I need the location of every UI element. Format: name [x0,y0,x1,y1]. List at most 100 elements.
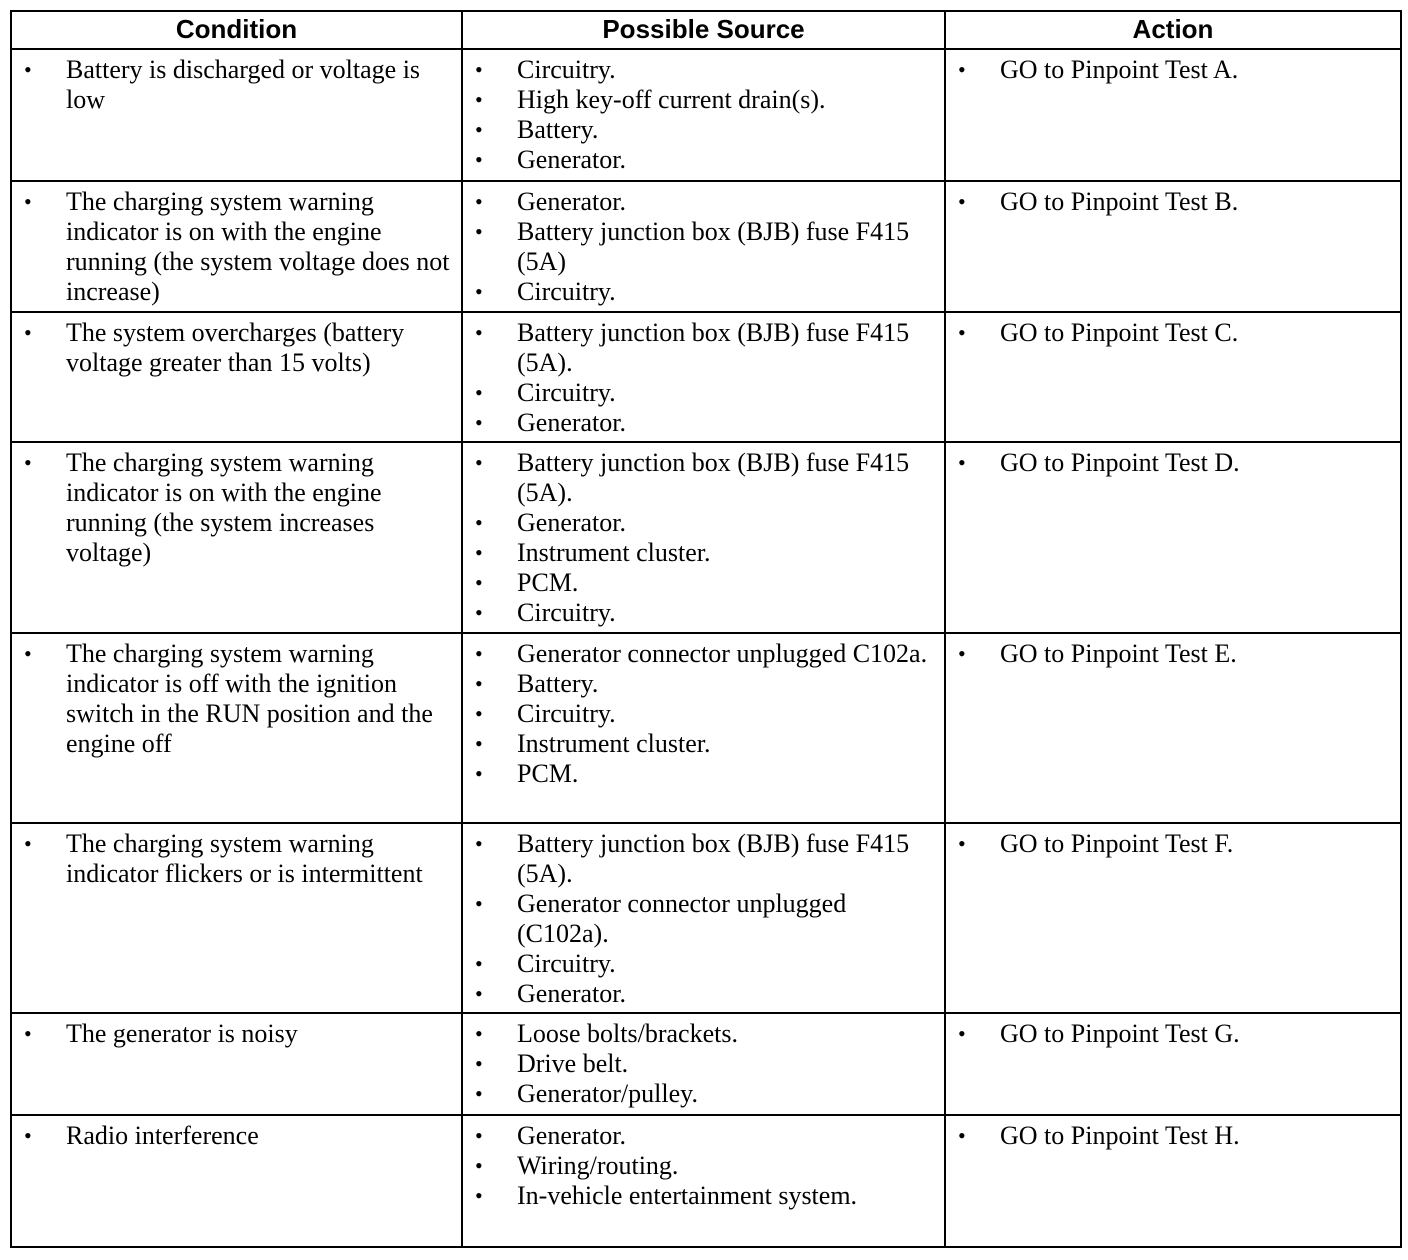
source-cell: • Battery junction box (BJB) fuse F415 (5… [461,311,946,443]
bullet-icon: • [958,1123,966,1148]
item-text: Generator/pulley. [517,1079,698,1108]
condition-cell: • The charging system warning indicator i… [10,441,463,634]
list-item: • PCM. [463,759,944,789]
item-text: The system overcharges (battery voltage … [66,318,405,377]
list-item: • GO to Pinpoint Test E. [946,639,1400,669]
bullet-icon: • [475,731,483,756]
item-text: The charging system warning indicator fl… [66,829,423,888]
condition-cell: • The generator is noisy [10,1012,463,1116]
header-condition: Condition [10,10,463,50]
item-text: PCM. [517,759,579,788]
action-cell: • GO to Pinpoint Test F. [944,822,1402,1014]
bullet-icon: • [475,219,483,244]
table-row: • The charging system warning indicator i… [10,441,1402,634]
item-text: Radio interference [66,1121,259,1150]
bullet-icon: • [475,540,483,565]
bullet-icon: • [475,1081,483,1106]
bullet-icon: • [475,147,483,172]
list-item: • Battery junction box (BJB) fuse F415 (5… [463,318,944,378]
item-text: Instrument cluster. [517,729,711,758]
list-item: • Circuitry. [463,378,944,408]
item-text: Battery is discharged or voltage is low [66,55,421,114]
list-item: • The system overcharges (battery voltage… [12,318,461,378]
item-text: Battery junction box (BJB) fuse F415 (5A… [517,318,910,377]
list-item: • Generator connector unplugged (C102a). [463,889,944,949]
list-item: • Generator. [463,145,944,175]
item-text: Generator. [517,979,627,1008]
table-row: • The system overcharges (battery voltage… [10,311,1402,443]
list-item: • Battery junction box (BJB) fuse F415 (5… [463,829,944,889]
table-row: • The generator is noisy • Loose bolts/brac… [10,1012,1402,1116]
list-item: • Generator. [463,508,944,538]
condition-cell: • The charging system warning indicator i… [10,180,463,313]
list-item: • Instrument cluster. [463,538,944,568]
item-text: GO to Pinpoint Test D. [1000,448,1240,477]
bullet-icon: • [475,1051,483,1076]
item-text: GO to Pinpoint Test A. [1000,55,1239,84]
list-item: • GO to Pinpoint Test A. [946,55,1400,85]
item-text: Loose bolts/brackets. [517,1019,738,1048]
condition-cell: • The charging system warning indicator f… [10,822,463,1014]
bullet-icon: • [475,410,483,435]
list-item: • Drive belt. [463,1049,944,1079]
list-item: • Loose bolts/brackets. [463,1019,944,1049]
bullet-icon: • [475,981,483,1006]
source-cell: • Generator connector unplugged C102a. • Ba… [461,632,946,824]
bullet-icon: • [475,570,483,595]
list-item: • The charging system warning indicator f… [12,829,461,889]
list-item: • Battery. [463,669,944,699]
item-text: Battery junction box (BJB) fuse F415 (5A… [517,217,910,276]
list-item: • The charging system warning indicator i… [12,187,461,307]
item-text: Circuitry. [517,55,616,84]
action-cell: • GO to Pinpoint Test B. [944,180,1402,313]
item-text: Battery junction box (BJB) fuse F415 (5A… [517,829,910,888]
item-text: The charging system warning indicator is… [66,639,433,758]
item-text: Generator. [517,408,627,437]
item-text: Battery. [517,115,599,144]
list-item: • The generator is noisy [12,1019,461,1049]
item-text: The generator is noisy [66,1019,298,1048]
table-row: • The charging system warning indicator i… [10,180,1402,313]
source-cell: • Generator. • Wiring/routing. • In-vehicle e… [461,1114,946,1248]
item-text: GO to Pinpoint Test C. [1000,318,1239,347]
header-possible-source: Possible Source [461,10,946,50]
list-item: • Generator. [463,979,944,1009]
bullet-icon: • [475,320,483,345]
list-item: • Generator/pulley. [463,1079,944,1109]
bullet-icon: • [958,57,966,82]
list-item: • Generator connector unplugged C102a. [463,639,944,669]
list-item: • PCM. [463,568,944,598]
item-text: GO to Pinpoint Test E. [1000,639,1237,668]
list-item: • GO to Pinpoint Test G. [946,1019,1400,1049]
bullet-icon: • [475,450,483,475]
bullet-icon: • [24,1123,32,1148]
list-item: • GO to Pinpoint Test C. [946,318,1400,348]
action-cell: • GO to Pinpoint Test C. [944,311,1402,443]
bullet-icon: • [475,600,483,625]
bullet-icon: • [24,641,32,666]
bullet-icon: • [475,761,483,786]
bullet-icon: • [24,831,32,856]
action-cell: • GO to Pinpoint Test E. [944,632,1402,824]
item-text: Generator. [517,187,627,216]
list-item: • In-vehicle entertainment system. [463,1181,944,1211]
bullet-icon: • [475,510,483,535]
list-item: • GO to Pinpoint Test D. [946,448,1400,478]
list-item: • Circuitry. [463,949,944,979]
bullet-icon: • [958,450,966,475]
bullet-icon: • [475,1183,483,1208]
item-text: Circuitry. [517,598,616,627]
item-text: Circuitry. [517,949,616,978]
item-text: Instrument cluster. [517,538,711,567]
item-text: Circuitry. [517,699,616,728]
item-text: Generator connector unplugged (C102a). [517,889,847,948]
source-cell: • Circuitry. • High key-off current drain(s… [461,48,946,182]
item-text: In-vehicle entertainment system. [517,1181,858,1210]
list-item: • GO to Pinpoint Test F. [946,829,1400,859]
item-text: Wiring/routing. [517,1151,679,1180]
item-text: GO to Pinpoint Test G. [1000,1019,1240,1048]
item-text: GO to Pinpoint Test B. [1000,187,1239,216]
bullet-icon: • [475,951,483,976]
bullet-icon: • [475,831,483,856]
condition-cell: • Battery is discharged or voltage is low [10,48,463,182]
